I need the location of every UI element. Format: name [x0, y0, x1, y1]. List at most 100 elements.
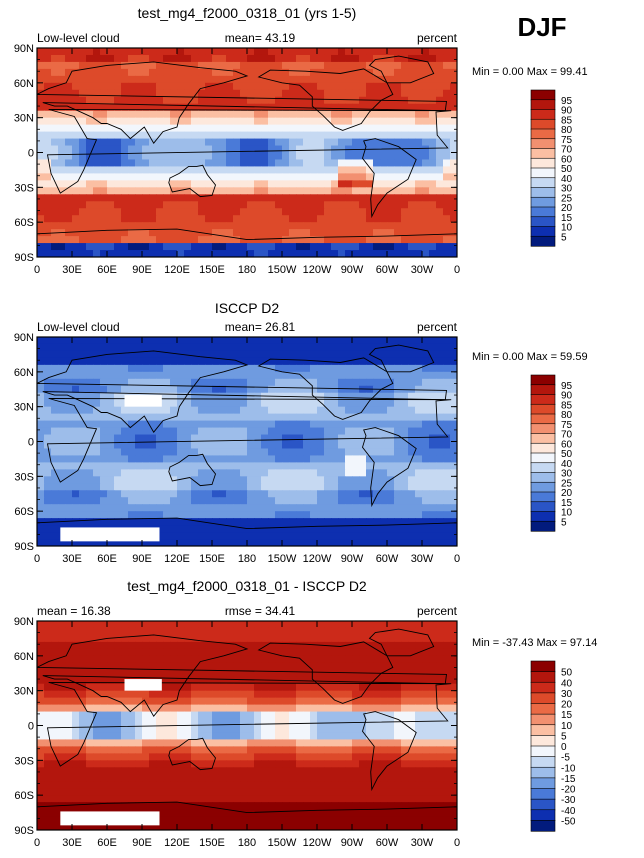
map-cell [352, 61, 360, 70]
map-cell [240, 434, 248, 443]
map-cell [261, 420, 269, 429]
map-cell [107, 662, 115, 671]
map-cell [191, 243, 199, 251]
map-cell [37, 490, 45, 498]
map-cell [310, 194, 318, 202]
map-cell [366, 378, 374, 387]
map-cell [366, 525, 374, 533]
map-cell [303, 145, 311, 154]
map-cell [156, 117, 164, 126]
map-cell [324, 138, 332, 147]
map-cell [429, 82, 437, 91]
map-cell [135, 194, 143, 202]
map-cell [233, 655, 241, 664]
map-cell [198, 222, 206, 230]
map-cell [163, 739, 171, 747]
map-cell [408, 48, 416, 56]
map-cell [191, 110, 199, 119]
map-cell [93, 490, 101, 498]
map-cell [121, 455, 129, 463]
map-cell [268, 690, 276, 699]
map-cell [408, 704, 416, 713]
map-cell [289, 434, 297, 443]
map-cell [408, 350, 416, 359]
map-cell [352, 511, 360, 519]
map-cell [170, 518, 178, 526]
map-cell [275, 669, 283, 678]
map-cell [205, 399, 213, 408]
map-cell [191, 173, 199, 181]
map-cell [177, 448, 185, 457]
map-cell [156, 89, 164, 98]
map-cell [345, 117, 353, 126]
map-cell [198, 697, 206, 706]
map-cell [268, 124, 276, 133]
map-cell [233, 413, 241, 422]
map-cell [191, 68, 199, 77]
map-cell [240, 476, 248, 484]
map-cell [415, 236, 423, 244]
map-cell [240, 48, 248, 56]
map-cell [380, 159, 388, 168]
map-cell [114, 483, 122, 491]
map-cell [51, 683, 59, 692]
map-cell [205, 525, 213, 533]
map-cell [317, 68, 325, 77]
map-cell [282, 690, 290, 699]
map-cell [135, 655, 143, 664]
panel-title: ISCCP D2 [215, 300, 280, 316]
map-cell [373, 201, 381, 209]
map-cell [296, 434, 304, 443]
map-cell [366, 110, 374, 119]
map-cell [436, 483, 444, 491]
map-cell [373, 525, 381, 533]
map-cell [261, 180, 269, 188]
map-cell [275, 539, 283, 546]
map-cell [254, 159, 262, 168]
map-cell [387, 525, 395, 533]
map-cell [219, 138, 227, 147]
map-cell [114, 476, 122, 484]
map-cell [156, 201, 164, 209]
map-cell [93, 229, 101, 237]
map-cell [86, 504, 94, 512]
map-cell [394, 690, 402, 699]
map-cell [37, 732, 45, 741]
map-cell [226, 222, 234, 230]
map-cell [275, 215, 283, 223]
map-cell [443, 634, 451, 643]
map-cell [387, 222, 395, 230]
map-cell [345, 399, 353, 408]
map-cell [296, 96, 304, 105]
map-cell [212, 539, 220, 546]
map-cell [121, 490, 129, 498]
map-cell [366, 662, 374, 671]
map-cell [121, 222, 129, 230]
colorbar-swatch [530, 187, 556, 198]
map-cell [37, 166, 45, 174]
map-cell [275, 194, 283, 202]
map-cell [254, 518, 262, 526]
map-cell [331, 82, 339, 91]
map-cell [303, 222, 311, 230]
map-cell [107, 476, 115, 484]
map-cell [268, 634, 276, 643]
map-cell [86, 138, 94, 147]
map-cell [72, 337, 80, 345]
map-cell [429, 343, 437, 352]
map-cell [443, 648, 451, 657]
map-cell [345, 621, 353, 629]
map-cell [324, 497, 332, 505]
map-cell [65, 539, 73, 546]
map-cell [107, 243, 115, 251]
map-cell [373, 82, 381, 91]
map-cell [37, 511, 45, 519]
map-cell [219, 96, 227, 105]
map-cell [429, 634, 437, 643]
map-cell [415, 683, 423, 692]
map-cell [422, 75, 430, 84]
map-cell [212, 455, 220, 463]
map-cell [366, 427, 374, 436]
map-cell [107, 82, 115, 91]
map-cell [107, 343, 115, 352]
